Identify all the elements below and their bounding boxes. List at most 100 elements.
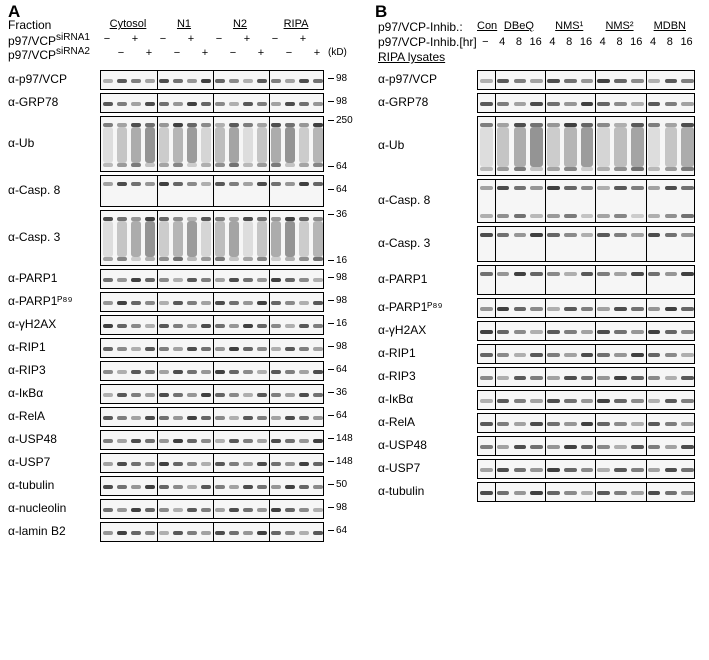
blot-band	[581, 79, 594, 83]
blot-band	[581, 272, 594, 276]
blot-band	[159, 301, 170, 305]
blot-band	[597, 376, 610, 380]
blot-smear	[597, 127, 610, 167]
row-label: α-Casp. 3	[378, 236, 430, 250]
blot-box	[100, 70, 324, 90]
blot-band	[631, 186, 644, 190]
kd-value: 64	[328, 365, 347, 377]
blot-band	[597, 272, 610, 276]
blot-band	[159, 163, 170, 167]
blot-band	[215, 370, 226, 374]
lane-separator	[545, 71, 546, 89]
lane-separator	[213, 408, 214, 426]
blot-band	[497, 167, 510, 171]
blot-band	[480, 79, 493, 83]
row-label: α-PARP1ᴾ⁸⁹	[378, 300, 443, 314]
blot-band	[103, 324, 114, 328]
blot-band	[187, 301, 198, 305]
blot-band	[103, 439, 114, 443]
blot-band	[215, 462, 226, 466]
blot-band	[187, 102, 198, 106]
hour-value: 16	[628, 36, 645, 48]
blot-band	[257, 485, 268, 489]
blot-band	[243, 485, 254, 489]
blot-band	[215, 531, 226, 535]
kd-value: 250	[328, 116, 353, 128]
blot-band	[631, 102, 644, 106]
blot-band	[257, 301, 268, 305]
blot-band	[648, 186, 661, 190]
row-label: α-RIP3	[378, 369, 416, 383]
sirna1-sup: siRNA1	[56, 32, 90, 43]
blot-band	[299, 79, 310, 83]
lane-separator	[269, 408, 270, 426]
blot-band	[173, 370, 184, 374]
blot-band	[480, 422, 493, 426]
blot-band	[215, 163, 226, 167]
blot-band	[581, 233, 594, 237]
blot-band	[614, 330, 627, 334]
blot-band	[215, 439, 226, 443]
blot-band	[614, 102, 627, 106]
blot-band	[597, 445, 610, 449]
row-label: α-Casp. 3	[8, 230, 60, 244]
blot-band	[313, 416, 324, 420]
blot-band	[665, 353, 678, 357]
blot-band	[229, 324, 240, 328]
lane-separator	[269, 211, 270, 265]
blot-band	[681, 468, 694, 472]
blot-band	[648, 233, 661, 237]
blot-band	[131, 393, 142, 397]
lane-separator	[545, 180, 546, 222]
blot-band	[243, 531, 254, 535]
blot-band	[497, 399, 510, 403]
blot-band	[497, 186, 510, 190]
blot-band	[201, 531, 212, 535]
blot-band	[117, 324, 128, 328]
blot-band	[131, 347, 142, 351]
blot-band	[514, 79, 527, 83]
blot-box	[100, 407, 324, 427]
blot-band	[547, 353, 560, 357]
blot-band	[271, 163, 282, 167]
lane-separator	[545, 266, 546, 294]
blot-band	[313, 324, 324, 328]
blot-smear	[614, 127, 627, 167]
blot-band	[665, 330, 678, 334]
lane-separator	[213, 293, 214, 311]
blot-band	[530, 399, 543, 403]
blot-band	[131, 79, 142, 83]
lane-separator	[269, 523, 270, 541]
blot-band	[665, 102, 678, 106]
blot-band	[514, 468, 527, 472]
lane-separator	[269, 477, 270, 495]
blot-band	[299, 163, 310, 167]
fraction-header: N1	[156, 18, 212, 30]
blot-band	[581, 353, 594, 357]
blot-band	[103, 278, 114, 282]
blot-band	[131, 278, 142, 282]
blot-band	[497, 330, 510, 334]
blot-band	[480, 330, 493, 334]
lane-separator	[595, 94, 596, 112]
blot-band	[530, 307, 543, 311]
blot-box	[477, 482, 695, 502]
lane-separator	[495, 483, 496, 501]
blot-band	[497, 468, 510, 472]
blot-band	[229, 257, 240, 261]
blot-box	[100, 522, 324, 542]
blot-band	[564, 233, 577, 237]
blot-band	[480, 307, 493, 311]
blot-band	[614, 399, 627, 403]
blot-smear	[313, 127, 324, 163]
blot-band	[681, 422, 694, 426]
blot-band	[313, 370, 324, 374]
lane-separator	[269, 270, 270, 288]
blot-band	[257, 278, 268, 282]
row-label: α-tubulin	[8, 478, 54, 492]
blot-band	[681, 376, 694, 380]
blot-band	[229, 347, 240, 351]
lane-separator	[157, 408, 158, 426]
blot-band	[215, 257, 226, 261]
lane-separator	[595, 266, 596, 294]
